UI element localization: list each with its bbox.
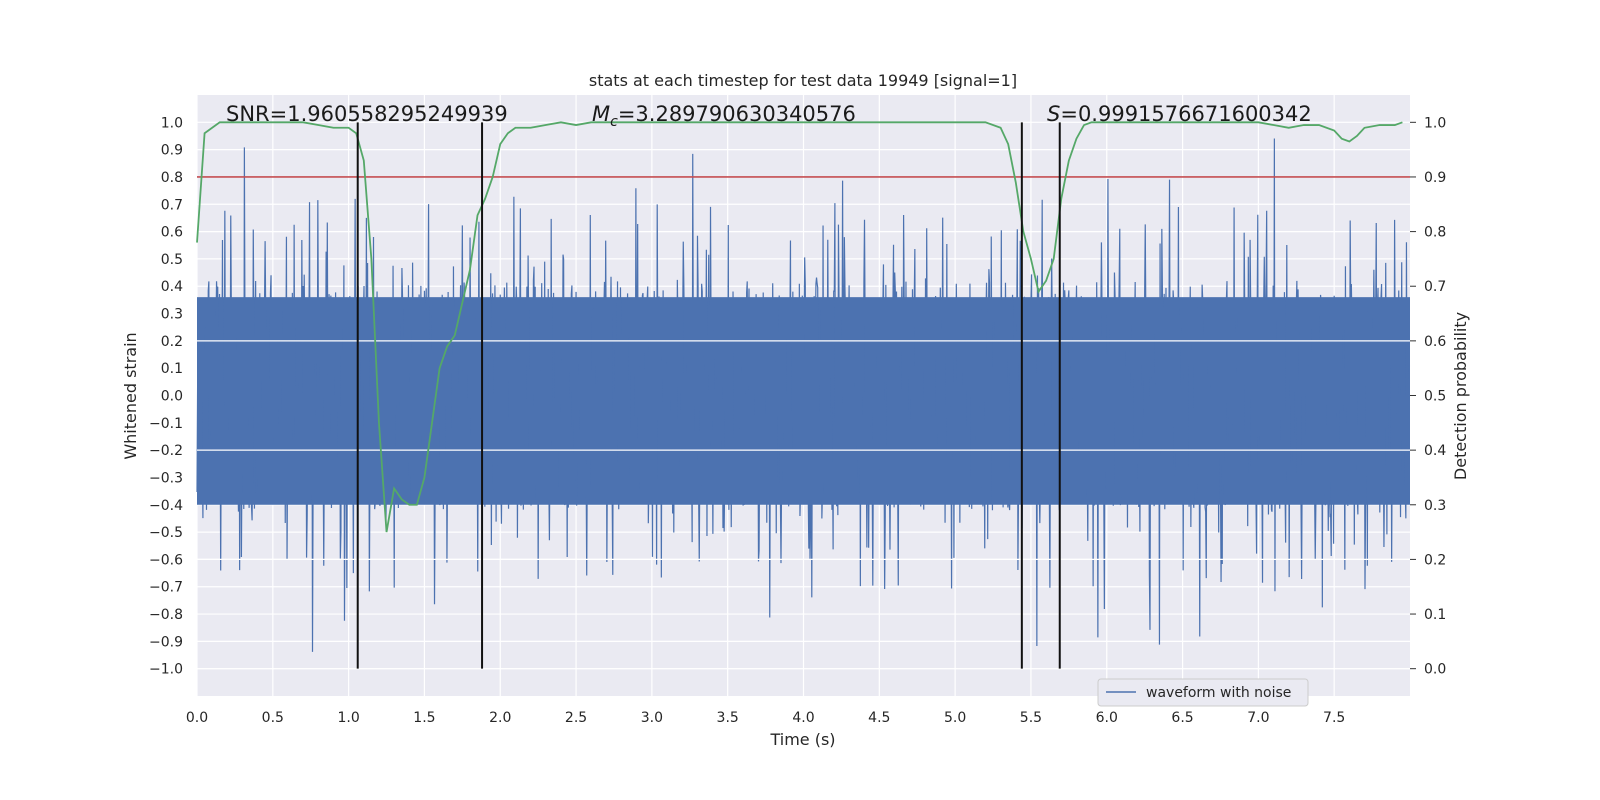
y2-tick-label: 0.5 [1424,389,1446,405]
s-annotation: S=0.9991576671600342 [1047,102,1312,126]
y-ticks: −1.0 −0.9 −0.8 −0.7 −0.6 −0.5 −0.4 −0.3 −0.2 −0.1… [149,115,183,677]
x-tick-label: 0.0 [186,710,208,726]
y-tick-label: 0.0 [161,389,183,405]
x-tick-label: 4.0 [792,710,814,726]
y-tick-label: −0.6 [149,552,183,568]
y2-tick-label: 0.0 [1424,662,1446,678]
x-tick-label: 1.0 [337,710,359,726]
y2-tick-label: 0.8 [1424,225,1446,241]
x-tick-label: 2.0 [489,710,511,726]
y-tick-label: 0.2 [161,334,183,350]
y-tick-label: −0.3 [149,470,183,486]
probability-line [196,121,1403,533]
vertical-markers [356,122,1061,669]
y-tick-label: −0.8 [149,607,183,623]
mc-value: =3.289790630340576 [618,102,856,126]
y-tick-label: 0.1 [161,361,183,377]
y-tick-label: 0.8 [161,170,183,186]
mc-subscript: c [610,114,618,130]
y-tick-label: 0.3 [161,307,183,323]
y-tick-label: −0.4 [149,498,183,514]
y-axis-label: Whitened strain [121,332,140,459]
y2-ticks: 0.0 0.1 0.2 0.3 0.4 0.5 0.6 0.7 0.8 0.9 1.0 [1410,115,1446,678]
s-value: =0.9991576671600342 [1060,102,1311,126]
y2-tick-label: 0.9 [1424,170,1446,186]
x-tick-label: 6.0 [1096,710,1118,726]
y2-tick-label: 0.1 [1424,607,1446,623]
y2-axis-label: Detection probability [1451,312,1470,480]
y-tick-label: 0.9 [161,143,183,159]
mc-symbol: M [592,102,610,126]
x-tick-label: 5.5 [1020,710,1042,726]
y2-tick-label: 0.2 [1424,552,1446,568]
y-tick-label: 1.0 [161,115,183,131]
legend-label: waveform with noise [1146,685,1291,701]
legend-box [1097,678,1309,707]
probability-series [196,121,1410,533]
y2-tick-label: 1.0 [1424,115,1446,131]
mc-annotation: Mc=3.289790630340576 [592,102,856,130]
x-tick-label: 4.5 [868,710,890,726]
y-tick-label: −0.2 [149,443,183,459]
waveform-line [196,138,1411,652]
y-tick-label: −0.9 [149,634,183,650]
y-tick-label: 0.5 [161,252,183,268]
x-axis-label: Time (s) [769,730,835,749]
waveform-series [196,138,1411,670]
y-tick-label: −1.0 [149,662,183,678]
y-tick-label: −0.7 [149,580,183,596]
y-tick-label: 0.7 [161,197,183,213]
x-tick-label: 3.5 [717,710,739,726]
x-tick-label: 7.5 [1323,710,1345,726]
x-tick-label: 2.5 [565,710,587,726]
y-tick-label: 0.6 [161,225,183,241]
chart-title: stats at each timestep for test data 199… [589,71,1017,90]
x-tick-label: 0.5 [262,710,284,726]
y-tick-label: −0.5 [149,525,183,541]
s-symbol: S [1047,102,1060,126]
y2-tick-label: 0.6 [1424,334,1446,350]
snr-annotation: SNR=1.960558295249939 [226,102,508,126]
x-tick-label: 5.0 [944,710,966,726]
y-tick-label: 0.4 [161,279,183,295]
legend: waveform with noise [1097,678,1309,707]
x-ticks: 0.0 0.5 1.0 1.5 2.0 2.5 3.0 3.5 4.0 4.5 5.0 5.5 6.0 6… [186,710,1345,726]
y2-tick-label: 0.7 [1424,279,1446,295]
x-tick-label: 7.0 [1247,710,1269,726]
y2-tick-label: 0.4 [1424,443,1446,459]
x-tick-label: 1.5 [413,710,435,726]
x-tick-label: 6.5 [1171,710,1193,726]
x-tick-label: 3.0 [641,710,663,726]
y2-tick-label: 0.3 [1424,498,1446,514]
y-tick-label: −0.1 [149,416,183,432]
